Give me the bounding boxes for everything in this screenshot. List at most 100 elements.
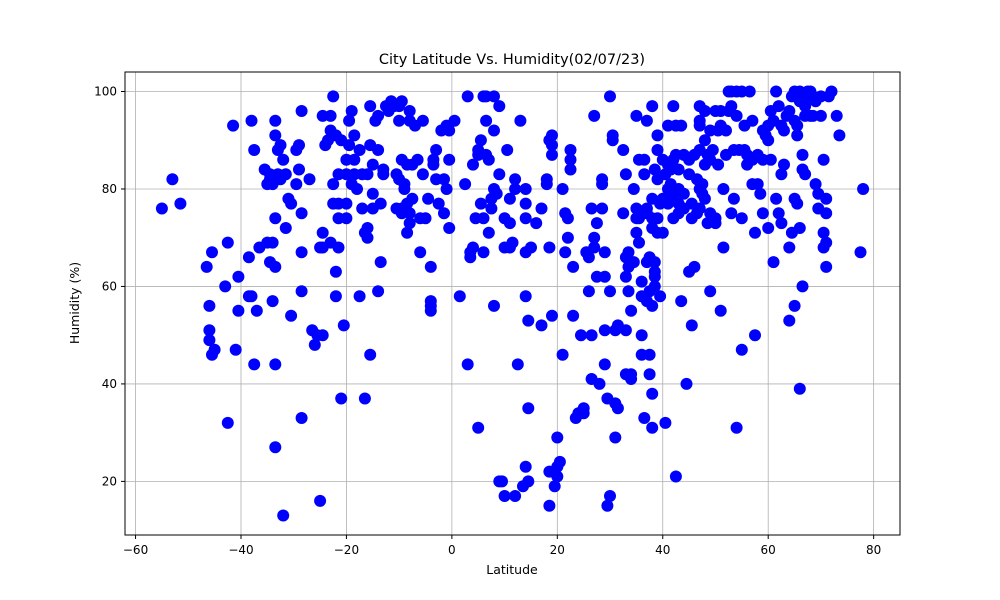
data-point <box>403 105 416 117</box>
data-point <box>680 377 693 390</box>
data-point <box>329 290 342 303</box>
data-point <box>633 236 645 249</box>
data-point <box>791 129 804 142</box>
data-point <box>796 280 809 293</box>
data-point <box>166 173 179 186</box>
data-point <box>535 319 548 332</box>
data-point <box>488 299 500 312</box>
x-axis-label: Latitude <box>486 562 538 577</box>
data-point <box>814 109 827 122</box>
data-point <box>714 304 727 317</box>
data-point <box>250 304 263 317</box>
data-point <box>519 197 532 210</box>
data-point <box>746 114 759 127</box>
data-point <box>604 90 616 103</box>
data-point <box>590 217 603 230</box>
data-point <box>438 173 450 186</box>
data-point <box>351 183 363 195</box>
data-point <box>269 114 282 127</box>
data-point <box>820 260 833 273</box>
data-point <box>546 129 558 142</box>
data-point <box>316 226 329 239</box>
data-point <box>443 124 456 137</box>
data-point <box>820 192 833 205</box>
data-point <box>203 324 216 337</box>
data-point <box>709 212 722 225</box>
data-point <box>232 304 245 317</box>
data-point <box>522 314 535 327</box>
data-point <box>582 285 595 298</box>
data-point <box>448 114 461 127</box>
data-point <box>337 319 350 332</box>
data-point <box>453 290 466 303</box>
data-point <box>551 470 564 483</box>
data-point <box>411 153 424 166</box>
data-point <box>788 299 801 312</box>
data-point <box>200 260 213 273</box>
data-point <box>522 402 535 415</box>
data-point <box>764 153 777 166</box>
data-point <box>343 114 356 127</box>
data-point <box>293 139 305 152</box>
data-point <box>511 358 524 371</box>
data-point <box>543 241 556 254</box>
data-point <box>509 490 522 502</box>
data-point <box>482 153 495 166</box>
data-point <box>553 455 566 468</box>
data-point <box>767 256 780 269</box>
data-point <box>540 178 553 191</box>
data-point <box>638 412 651 424</box>
data-point <box>775 168 788 181</box>
data-point <box>308 338 321 351</box>
data-point <box>477 246 490 259</box>
data-point <box>366 187 379 200</box>
data-point <box>440 183 453 195</box>
data-point <box>817 153 830 166</box>
data-point <box>208 343 221 356</box>
data-point <box>525 241 537 254</box>
data-point <box>791 119 804 132</box>
data-point <box>648 163 661 176</box>
data-point <box>503 217 516 230</box>
data-point <box>772 207 785 220</box>
data-point <box>422 192 435 205</box>
data-point <box>358 392 371 405</box>
data-point <box>285 197 298 210</box>
data-point <box>269 441 282 454</box>
data-point <box>509 183 522 195</box>
data-point <box>546 309 558 322</box>
data-point <box>630 226 643 239</box>
y-tick-label: 60 <box>102 279 117 293</box>
data-point <box>601 499 614 512</box>
y-tick-label: 40 <box>102 377 117 391</box>
data-point <box>793 382 806 395</box>
data-point <box>314 494 327 507</box>
x-tick-label: 80 <box>866 543 881 557</box>
data-point <box>461 358 474 371</box>
data-point <box>561 231 574 244</box>
data-point <box>654 290 667 303</box>
data-point <box>638 153 651 166</box>
data-point <box>488 124 500 137</box>
data-point <box>443 222 456 234</box>
data-point <box>461 90 474 103</box>
data-point <box>419 212 432 225</box>
data-point <box>730 421 743 434</box>
data-point <box>206 246 218 259</box>
data-point <box>756 207 769 220</box>
x-tick-label: 60 <box>761 543 776 557</box>
data-point <box>366 158 379 171</box>
data-point <box>567 309 580 322</box>
data-point <box>519 212 532 225</box>
data-point <box>324 109 337 122</box>
data-point <box>488 90 500 103</box>
data-point <box>677 187 690 200</box>
data-point <box>712 158 725 171</box>
data-point <box>749 329 761 342</box>
data-point <box>730 109 743 122</box>
data-point <box>364 100 377 113</box>
data-point <box>646 387 659 400</box>
data-point <box>327 178 340 191</box>
data-point <box>427 158 440 171</box>
